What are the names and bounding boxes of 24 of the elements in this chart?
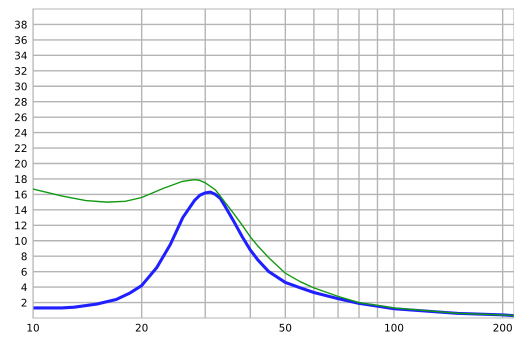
y-tick-label: 2 <box>22 298 26 307</box>
y-tick-label: 30 <box>14 82 27 90</box>
y-tick-label: 20 <box>14 160 27 168</box>
y-tick-label: 6 <box>22 268 27 276</box>
y-tick-label: 8 <box>22 252 27 260</box>
x-tick-label: 10 <box>28 324 39 332</box>
y-tick-label: 12 <box>15 222 26 230</box>
y-tick-label: 38 <box>14 20 27 29</box>
y-tick-label: 34 <box>14 52 27 60</box>
y-tick-label: 4 <box>21 283 27 292</box>
x-tick-label: 20 <box>136 324 148 332</box>
y-tick-label: 22 <box>14 144 26 152</box>
y-tick-label: 10 <box>15 236 27 245</box>
y-tick-label: 24 <box>14 128 27 137</box>
x-tick-label: 50 <box>280 324 292 332</box>
x-tick-label: 100 <box>385 324 404 332</box>
y-tick-label: 14 <box>15 206 27 214</box>
y-tick-label: 16 <box>15 190 27 199</box>
y-tick-label: 18 <box>15 175 27 184</box>
y-tick-label: 26 <box>14 113 27 122</box>
y-tick-label: 36 <box>14 36 27 44</box>
y-tick-label: 28 <box>14 98 27 106</box>
x-tick-label: 200 <box>493 324 512 332</box>
y-tick-label: 32 <box>14 67 26 75</box>
